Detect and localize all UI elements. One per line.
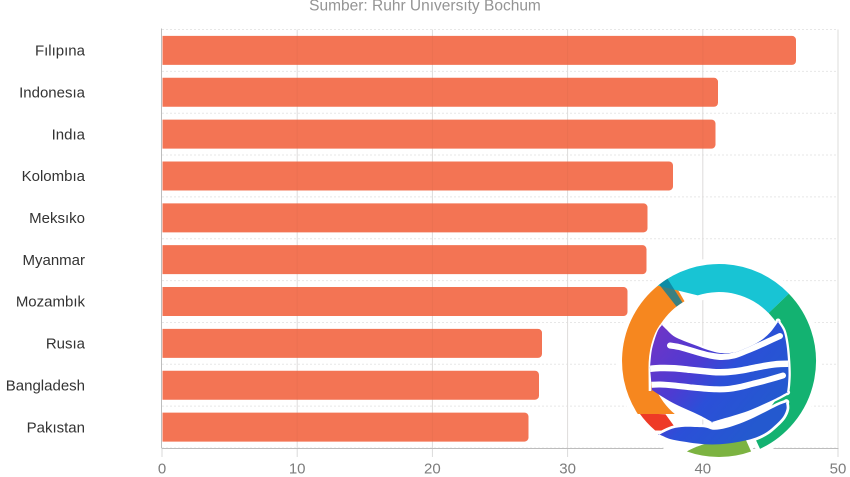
svg-text:Pakıstan: Pakıstan	[27, 419, 85, 436]
svg-text:20: 20	[424, 461, 441, 477]
svg-text:Kolombıa: Kolombıa	[22, 168, 86, 185]
svg-text:0: 0	[158, 461, 166, 477]
svg-text:10: 10	[289, 461, 306, 477]
svg-text:40: 40	[694, 461, 711, 477]
svg-text:50: 50	[830, 461, 847, 477]
svg-text:30: 30	[559, 461, 576, 477]
svg-text:Rusıa: Rusıa	[46, 336, 86, 353]
svg-text:Indonesıa: Indonesıa	[19, 85, 86, 102]
svg-text:Mozambık: Mozambık	[16, 294, 86, 311]
svg-text:Meksıko: Meksıko	[29, 210, 85, 227]
svg-text:Sumber: Ruhr Unıversıty Bochum: Sumber: Ruhr Unıversıty Bochum	[309, 0, 541, 14]
svg-text:Bangladesh: Bangladesh	[6, 377, 85, 394]
svg-text:Fılıpına: Fılıpına	[35, 43, 86, 60]
svg-text:Myanmar: Myanmar	[22, 252, 85, 269]
svg-text:Indıa: Indıa	[52, 126, 86, 143]
